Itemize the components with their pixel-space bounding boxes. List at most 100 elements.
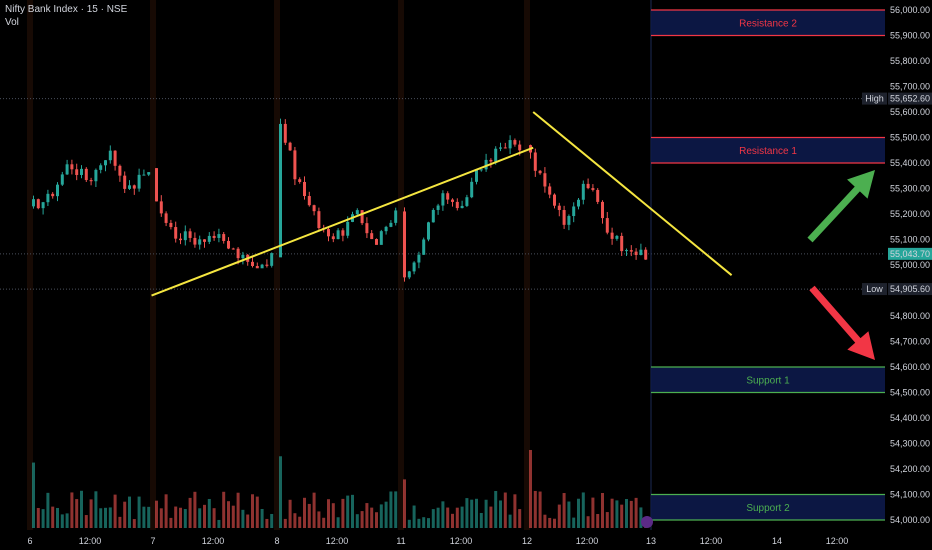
candle-body <box>379 231 383 245</box>
volume-bar <box>65 513 69 528</box>
volume-bar <box>94 491 98 528</box>
candle-body <box>417 254 421 263</box>
price-tick: 54,700.00 <box>890 337 930 347</box>
volume-bar <box>207 498 211 528</box>
volume-bar <box>412 505 416 528</box>
price-tick: 54,800.00 <box>890 311 930 321</box>
session-separator <box>274 0 280 530</box>
volume-bar <box>279 456 282 528</box>
volume-bar <box>529 449 532 528</box>
volume-bar <box>625 498 628 528</box>
volume-bar <box>99 508 103 528</box>
marker-box <box>888 283 932 296</box>
marker-value: 55,043.70 <box>890 249 930 259</box>
volume-bar <box>331 503 335 528</box>
candle-body <box>451 199 454 202</box>
volume-bar <box>389 491 393 528</box>
zone-support <box>651 367 885 393</box>
candle-body <box>260 264 264 269</box>
volume-bar <box>188 497 192 528</box>
candle-body <box>503 147 507 149</box>
volume-bar <box>113 494 117 528</box>
volume-bar <box>322 517 326 528</box>
candlesticks <box>32 118 648 282</box>
candle-body <box>479 169 483 171</box>
candle-body <box>365 223 369 234</box>
price-tick: 55,500.00 <box>890 133 930 143</box>
volume-bar <box>384 501 388 528</box>
candle-body <box>389 222 393 227</box>
volume-bar <box>108 507 112 528</box>
last-price-box <box>888 247 932 260</box>
candle-body <box>533 152 537 171</box>
candle-body <box>70 164 74 170</box>
candle-body <box>384 226 388 232</box>
candle-body <box>155 168 158 202</box>
candle-body <box>484 159 488 170</box>
candle-body <box>159 201 163 214</box>
volume-bar <box>142 506 146 528</box>
candle-body <box>94 169 98 182</box>
time-tick: 12:00 <box>326 536 349 546</box>
time-axis: 6 12:00 7 12:00 8 12:00 11 12:00 12 12:00 13 12:00 1… <box>27 516 848 546</box>
volume-bar <box>303 497 306 528</box>
volume-bar <box>572 517 576 528</box>
volume-bar <box>465 498 469 528</box>
candle-body <box>460 205 464 209</box>
candle-body <box>307 196 311 206</box>
time-tick: 13 <box>646 536 656 546</box>
candle-body <box>227 240 230 249</box>
volume-bar <box>89 499 93 528</box>
candle-body <box>470 181 474 198</box>
time-tick: 12 <box>522 536 532 546</box>
volume-bar <box>431 509 435 528</box>
volume-bar <box>422 517 426 528</box>
volume-bar <box>460 506 464 528</box>
volume-bar <box>557 504 561 528</box>
zone-resistance <box>651 10 885 36</box>
session-separator <box>524 0 530 530</box>
volume-bar <box>605 512 609 528</box>
candle-body <box>283 123 287 143</box>
candle-body <box>553 194 556 206</box>
volume-bar <box>407 519 411 528</box>
volume-bar <box>159 508 163 528</box>
volume-bar <box>634 497 638 528</box>
time-tick: 12:00 <box>826 536 849 546</box>
time-tick: 8 <box>274 536 279 546</box>
volume-bar <box>312 492 316 528</box>
volume-bar <box>484 499 488 528</box>
candle-body <box>331 236 335 240</box>
volume-bar <box>475 498 478 528</box>
volume-bar <box>403 479 406 528</box>
marker-tag <box>862 283 887 296</box>
volume-bar <box>174 506 178 528</box>
candle-body <box>207 235 211 242</box>
marker-tag <box>862 92 887 105</box>
volume-bar <box>479 512 483 528</box>
candle-body <box>137 174 141 189</box>
volume-bar <box>179 507 182 528</box>
arrow-up-icon <box>807 170 875 243</box>
price-tick: 54,300.00 <box>890 439 930 449</box>
time-tick: 12:00 <box>450 536 473 546</box>
volume-bar <box>355 514 359 528</box>
candle-body <box>513 140 517 145</box>
price-axis-bg <box>886 0 932 532</box>
price-tick: 56,000.00 <box>890 5 930 15</box>
volume-bars <box>32 449 648 528</box>
volume-bar <box>70 492 74 528</box>
trendline-falling <box>532 111 733 276</box>
chart-title: Nifty Bank Index · 15 · NSE <box>5 4 128 15</box>
candle-body <box>317 211 321 229</box>
candle-body <box>465 197 469 206</box>
candle-body <box>644 249 648 260</box>
time-tick: 6 <box>27 536 32 546</box>
volume-bar <box>538 491 542 528</box>
candle-body <box>596 189 600 202</box>
volume-bar <box>499 500 502 528</box>
candle-body <box>629 250 633 252</box>
volume-bar <box>503 492 507 528</box>
zone-support <box>651 494 885 520</box>
